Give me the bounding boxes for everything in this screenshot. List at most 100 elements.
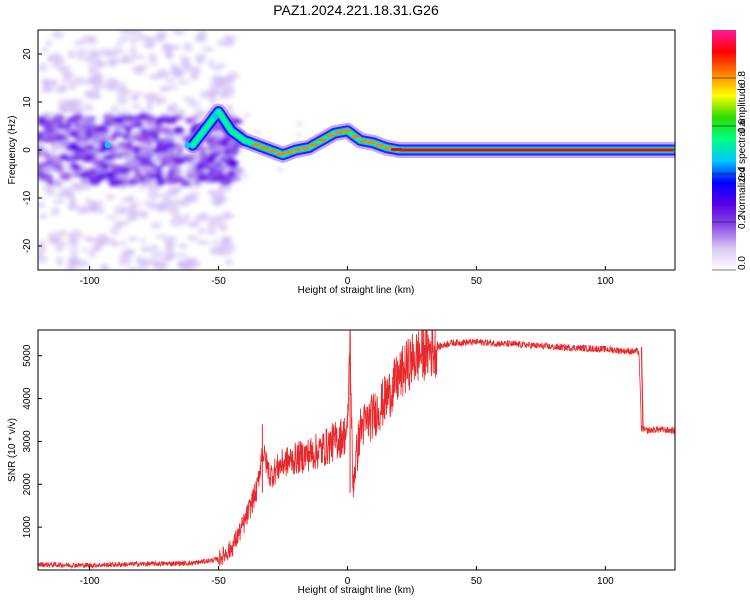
noise-blob bbox=[68, 233, 76, 239]
noise-blob bbox=[41, 185, 54, 191]
noise-blob bbox=[38, 137, 43, 143]
noise-blob bbox=[112, 115, 125, 125]
noise-blob bbox=[42, 78, 50, 83]
noise-blob bbox=[38, 255, 48, 264]
noise-blob bbox=[217, 166, 230, 171]
noise-blob bbox=[78, 171, 89, 179]
noise-blob bbox=[169, 198, 184, 207]
noise-blob bbox=[193, 108, 205, 117]
noise-blob bbox=[167, 162, 176, 168]
noise-blob bbox=[159, 85, 170, 93]
noise-blob bbox=[48, 164, 56, 171]
noise-blob bbox=[111, 165, 124, 173]
noise-blob bbox=[219, 156, 228, 162]
noise-blob bbox=[44, 121, 56, 129]
noise-blob bbox=[193, 179, 202, 185]
noise-blob bbox=[226, 156, 235, 161]
noise-blob bbox=[243, 113, 250, 118]
noise-blob bbox=[218, 90, 228, 100]
noise-blob bbox=[72, 76, 86, 86]
noise-blob bbox=[130, 119, 137, 125]
noise-blob bbox=[58, 83, 68, 92]
noise-blob bbox=[224, 213, 236, 219]
noise-blob bbox=[144, 138, 154, 144]
noise-blob bbox=[44, 127, 54, 136]
noise-blob bbox=[172, 30, 185, 36]
noise-blob bbox=[104, 170, 117, 180]
noise-blob bbox=[219, 248, 233, 257]
noise-blob bbox=[142, 260, 151, 267]
noise-blob bbox=[105, 49, 118, 59]
noise-blob bbox=[68, 130, 81, 138]
noise-blob bbox=[69, 248, 79, 256]
noise-blob bbox=[140, 246, 148, 252]
noise-blob bbox=[137, 54, 145, 60]
spectrogram-y-tick-label: 0 bbox=[22, 147, 33, 153]
noise-blob bbox=[126, 194, 136, 204]
noise-blob bbox=[197, 227, 205, 235]
noise-blob bbox=[72, 171, 80, 178]
noise-blob bbox=[212, 169, 222, 178]
noise-blob bbox=[157, 96, 168, 105]
noise-blob bbox=[85, 197, 93, 204]
noise-blob bbox=[296, 121, 303, 126]
noise-blob bbox=[199, 175, 208, 181]
noise-blob bbox=[161, 155, 174, 163]
snr-x-tick-label: 50 bbox=[471, 576, 483, 587]
noise-blob bbox=[95, 72, 104, 81]
noise-blob bbox=[83, 54, 98, 64]
noise-blob bbox=[204, 164, 212, 170]
noise-blob bbox=[156, 180, 165, 187]
noise-blob bbox=[99, 133, 109, 141]
noise-blob bbox=[186, 117, 193, 125]
noise-blob bbox=[118, 142, 129, 149]
noise-blob bbox=[72, 105, 84, 115]
snr-x-axis-title: Height of straight line (km) bbox=[298, 585, 415, 596]
noise-blob bbox=[153, 174, 164, 179]
snr-y-tick-label: 2000 bbox=[22, 473, 33, 496]
noise-blob bbox=[129, 52, 138, 61]
noise-blob bbox=[59, 187, 73, 196]
noise-blob bbox=[141, 159, 152, 166]
noise-blob bbox=[126, 205, 135, 216]
snr-y-ticks: 1000 2000 3000 4000 5000 bbox=[22, 344, 42, 538]
noise-blob bbox=[92, 81, 100, 86]
snr-x-tick-label: -50 bbox=[211, 576, 226, 587]
noise-blob bbox=[222, 242, 231, 250]
spectrogram-y-tick-label: -10 bbox=[22, 190, 33, 205]
noise-blob bbox=[211, 239, 219, 245]
noise-blob bbox=[72, 115, 80, 124]
noise-blob bbox=[164, 242, 173, 248]
noise-blob bbox=[110, 58, 119, 66]
noise-blob bbox=[234, 167, 243, 175]
noise-blob bbox=[149, 61, 159, 66]
noise-blob bbox=[111, 79, 120, 84]
noise-blob bbox=[150, 222, 162, 230]
noise-blob bbox=[141, 145, 152, 152]
snr-plot-area bbox=[38, 330, 675, 570]
colorbar-tick-label: 0.6 bbox=[737, 119, 748, 133]
noise-blob bbox=[128, 95, 140, 101]
noise-blob bbox=[71, 156, 82, 161]
noise-blob bbox=[38, 62, 48, 73]
noise-blob bbox=[119, 178, 127, 187]
noise-blob bbox=[162, 138, 171, 144]
noise-blob bbox=[169, 217, 183, 227]
noise-blob bbox=[182, 42, 193, 52]
noise-blob bbox=[91, 245, 102, 251]
noise-blob bbox=[175, 147, 184, 155]
noise-blob bbox=[135, 255, 142, 265]
noise-blob bbox=[115, 153, 124, 159]
noise-blob bbox=[92, 137, 101, 145]
noise-blob bbox=[38, 161, 49, 169]
noise-blob bbox=[70, 238, 79, 249]
noise-blob bbox=[108, 84, 116, 92]
noise-blob bbox=[147, 124, 157, 131]
noise-blob bbox=[138, 184, 146, 190]
noise-blob bbox=[46, 39, 53, 47]
noise-blob bbox=[213, 133, 221, 139]
noise-blob bbox=[208, 152, 218, 162]
spectrogram-x-tick-label: 50 bbox=[471, 276, 483, 287]
noise-blob bbox=[136, 213, 146, 218]
spectrogram-y-tick-label: 10 bbox=[22, 96, 33, 108]
